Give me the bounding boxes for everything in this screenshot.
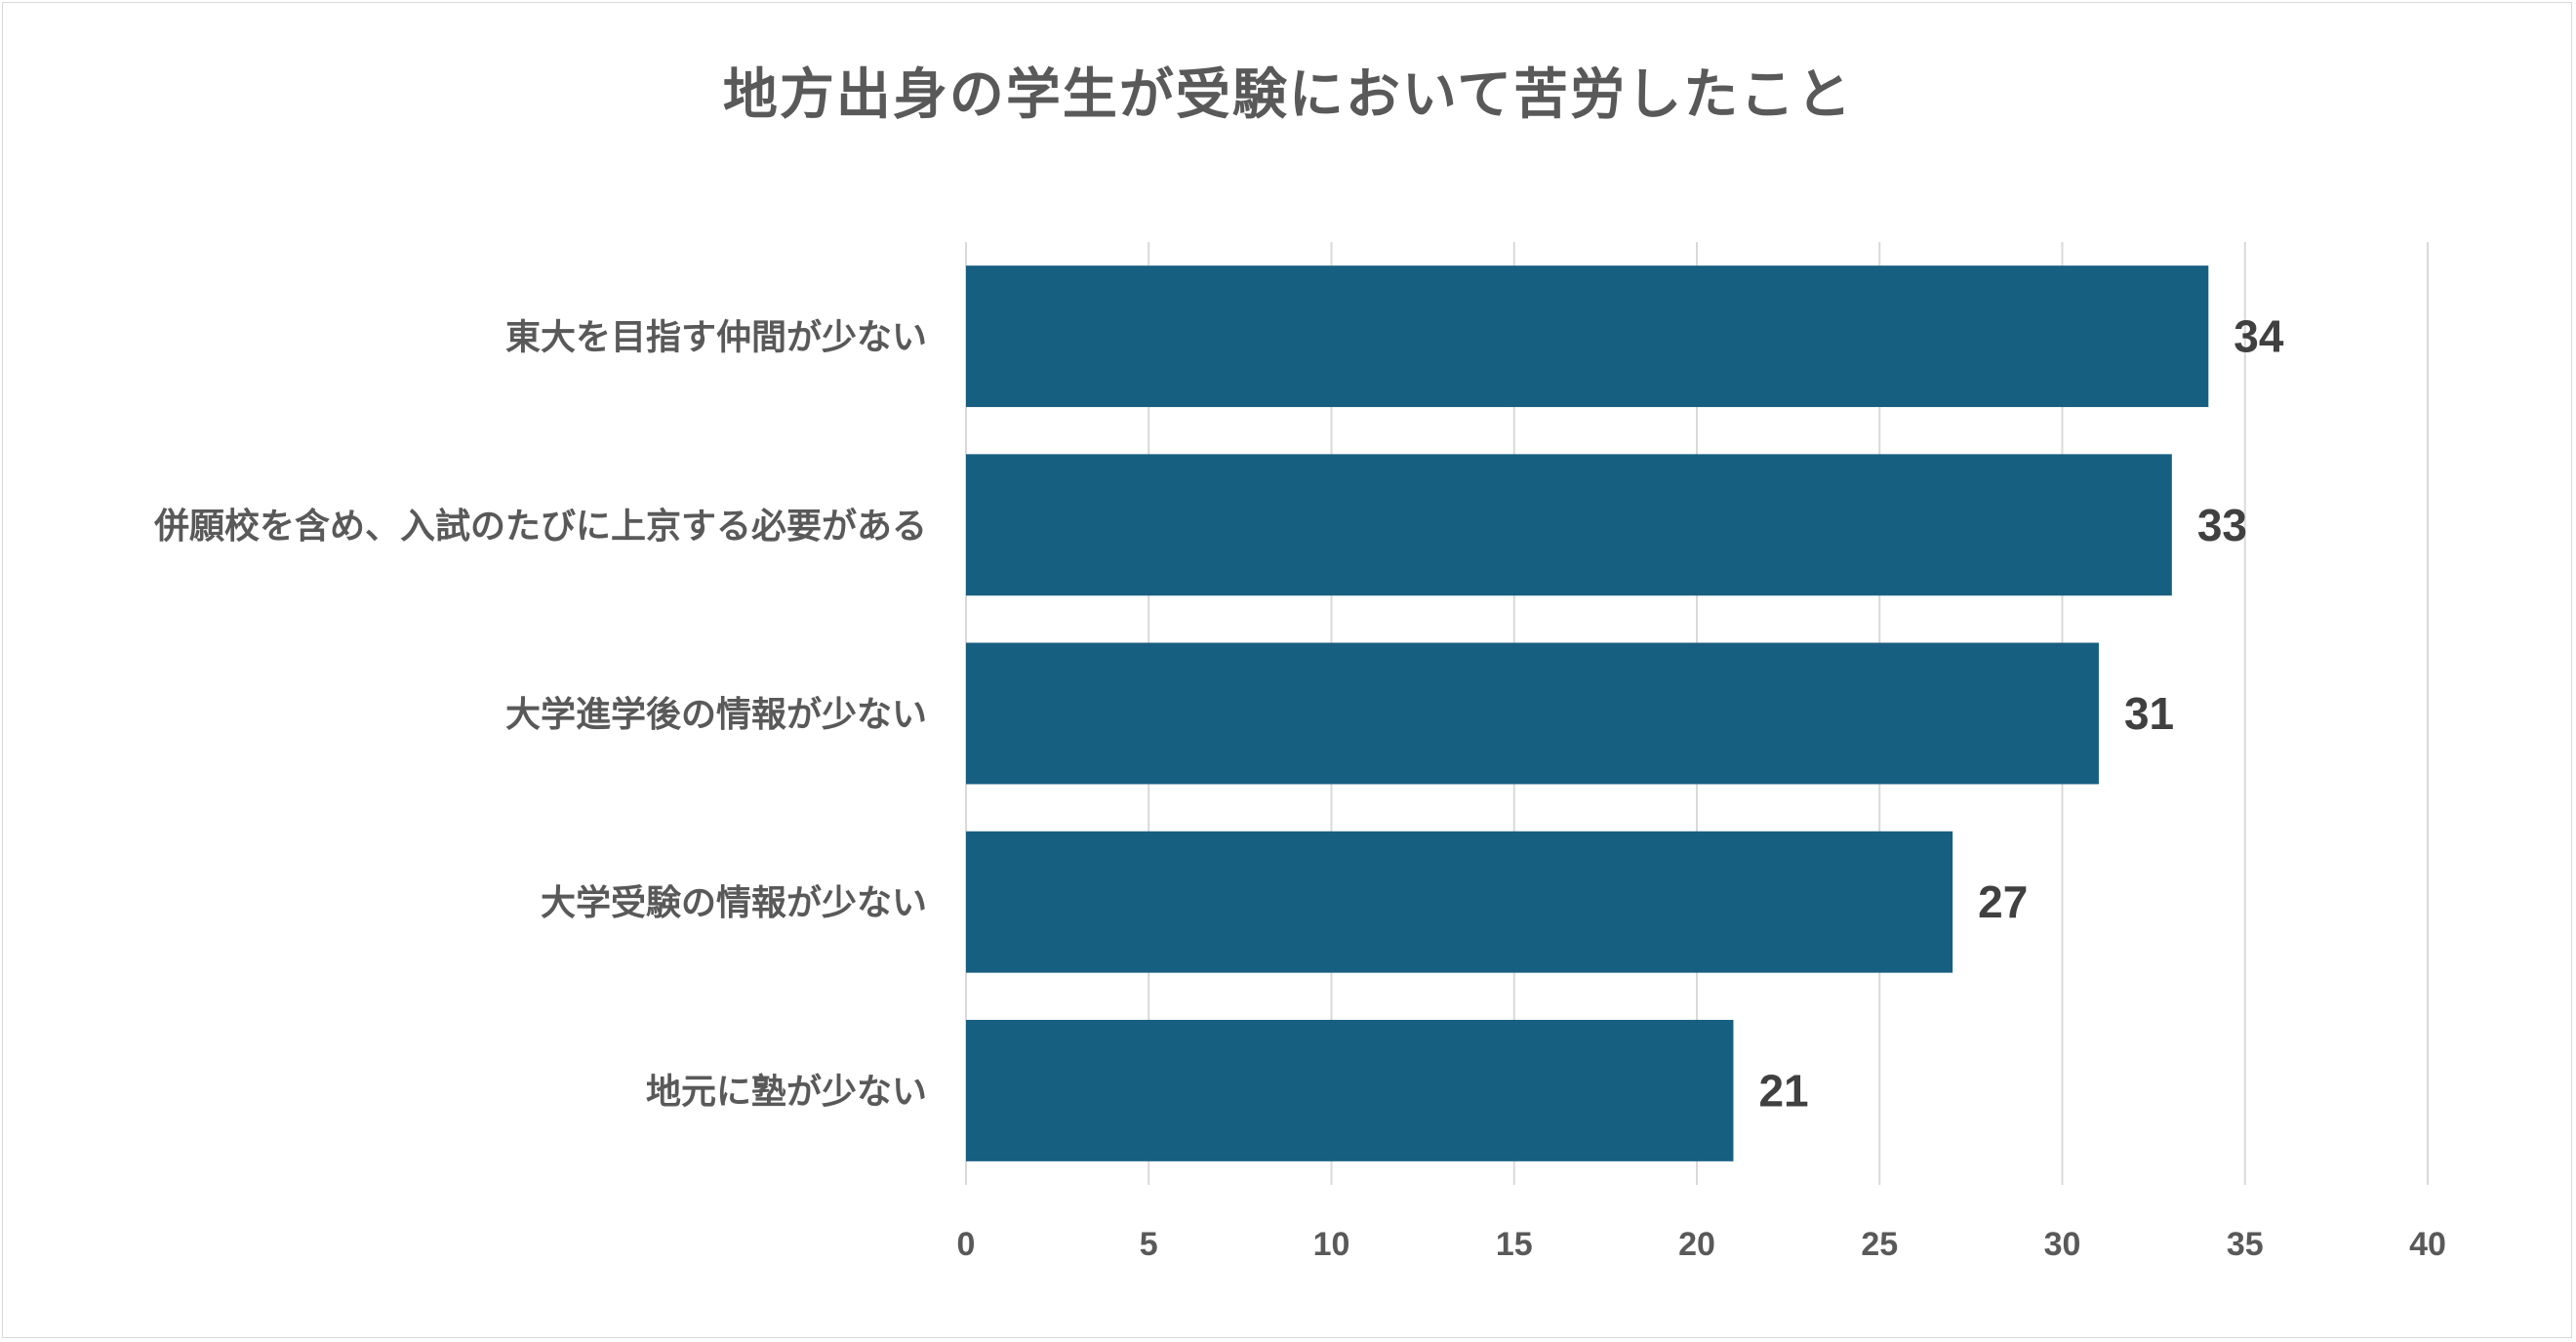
category-label: 地元に塾が少ない [646, 1072, 927, 1112]
data-label: 27 [1978, 876, 2028, 927]
data-label: 21 [1758, 1065, 1808, 1116]
x-tick-label: 15 [1496, 1226, 1533, 1263]
bar [966, 454, 2172, 596]
x-tick-label: 30 [2044, 1226, 2081, 1263]
category-label: 東大を目指す仲間が少ない [505, 318, 927, 358]
x-tick-label: 35 [2227, 1226, 2264, 1263]
x-tick-label: 40 [2409, 1226, 2446, 1263]
bar [966, 642, 2099, 785]
category-label: 大学進学後の情報が少ない [505, 694, 927, 735]
x-tick-label: 0 [957, 1226, 976, 1263]
bar [966, 1019, 1734, 1161]
bar [966, 265, 2209, 408]
x-tick-label: 20 [1678, 1226, 1715, 1263]
x-tick-label: 25 [1861, 1226, 1898, 1263]
x-tick-label: 10 [1313, 1226, 1350, 1263]
labels: 0 5 10 15 20 25 30 35 40 東大を目指す仲間が少ない 34 併願校を含め、入試の… [153, 311, 2446, 1263]
category-label: 併願校を含め、入試のたびに上京する必要がある [153, 506, 927, 547]
bars [966, 265, 2209, 1161]
data-label: 33 [2197, 500, 2247, 550]
data-label: 34 [2234, 311, 2284, 362]
chart-title: 地方出身の学生が受験において苦労したこと [722, 63, 1854, 127]
data-label: 31 [2124, 688, 2174, 739]
bar [966, 831, 1953, 973]
category-label: 大学受験の情報が少ない [541, 882, 927, 923]
x-tick-label: 5 [1140, 1226, 1158, 1263]
